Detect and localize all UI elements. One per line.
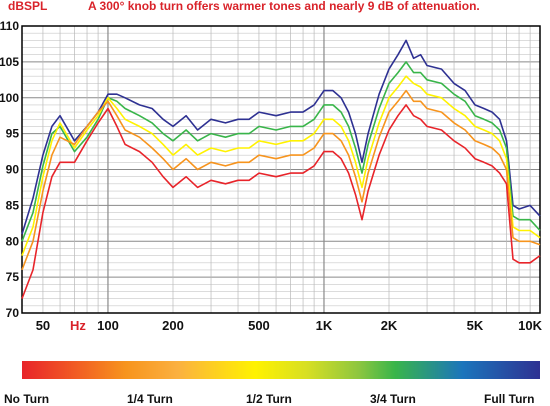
x-tick-label: 50 <box>36 318 50 333</box>
series-line-4 <box>21 104 541 299</box>
series-line-0 <box>21 39 541 235</box>
y-tick-label: 90 <box>6 163 20 177</box>
x-axis-unit: Hz <box>70 318 86 333</box>
x-tick-label: 5K <box>467 318 484 333</box>
y-tick-label: 100 <box>0 91 19 105</box>
y-tick-label: 95 <box>6 127 20 141</box>
plot-frame <box>21 25 541 314</box>
y-tick-label: 85 <box>6 198 20 212</box>
x-tick-label: 200 <box>162 318 184 333</box>
y-tick-labels: 70 75 80 85 90 95 100 105 110 <box>0 19 19 320</box>
x-tick-label: 10K <box>518 318 542 333</box>
series-line-3 <box>21 89 541 271</box>
series-line-2 <box>21 75 541 256</box>
y-tick-label: 105 <box>0 55 19 69</box>
x-tick-label: 2K <box>381 318 398 333</box>
y-tick-label: 110 <box>0 19 19 33</box>
x-tick-label: 100 <box>97 318 119 333</box>
y-tick-label: 70 <box>6 306 20 320</box>
chart-title: A 300° knob turn offers warmer tones and… <box>88 0 480 13</box>
y-axis-label: dBSPL <box>8 0 47 13</box>
x-tick-label: 1K <box>316 318 333 333</box>
x-tick-label: 500 <box>248 318 270 333</box>
x-tick-labels: 50 100 200 500 1K 2K 5K 10K <box>36 318 543 333</box>
series-lines <box>21 39 541 299</box>
series-line-1 <box>21 61 541 242</box>
y-tick-label: 75 <box>6 270 20 284</box>
grid <box>22 26 540 313</box>
y-tick-label: 80 <box>6 234 20 248</box>
